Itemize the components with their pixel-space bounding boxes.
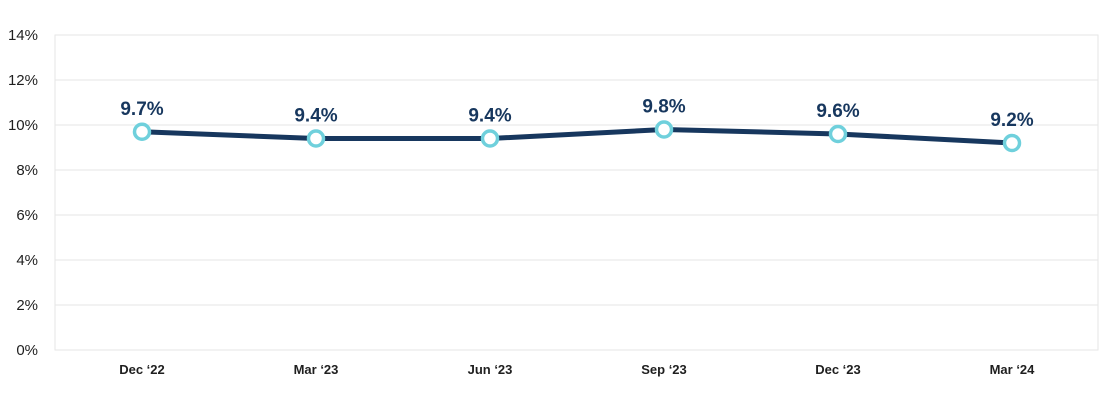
- x-tick-label: Mar ‘23: [294, 362, 339, 377]
- data-point-marker: [480, 129, 500, 148]
- x-tick-label: Dec ‘23: [815, 362, 861, 377]
- y-tick-label: 14%: [8, 27, 38, 44]
- y-axis-ticks: 0% 2% 4% 6% 8% 10% 12% 14%: [8, 27, 38, 359]
- x-tick-label: Dec ‘22: [119, 362, 165, 377]
- y-tick-label: 2%: [16, 297, 38, 314]
- grid-lines: [55, 34, 1098, 351]
- x-axis-ticks: Dec ‘22 Mar ‘23 Jun ‘23 Sep ‘23 Dec ‘23 Mar ‘…: [119, 362, 1035, 377]
- plot-area-frame: [54, 34, 1099, 351]
- y-tick-label: 10%: [8, 117, 38, 134]
- data-label: 9.4%: [468, 106, 511, 127]
- x-tick-label: Mar ‘24: [990, 362, 1036, 377]
- data-point-marker: [306, 129, 326, 148]
- data-label: 9.6%: [816, 101, 859, 122]
- data-label: 9.8%: [642, 97, 685, 118]
- data-label: 9.7%: [120, 99, 163, 120]
- data-point-marker: [654, 120, 674, 139]
- y-tick-label: 12%: [8, 72, 38, 89]
- y-tick-label: 6%: [16, 207, 38, 224]
- x-tick-label: Sep ‘23: [641, 362, 687, 377]
- x-tick-label: Jun ‘23: [468, 362, 513, 377]
- data-point-marker: [1002, 133, 1022, 153]
- series-line: [139, 127, 1015, 146]
- data-point-marker: [132, 122, 152, 141]
- y-tick-label: 0%: [16, 342, 38, 359]
- series-markers: [132, 120, 1022, 153]
- data-label: 9.2%: [990, 110, 1033, 131]
- y-tick-label: 8%: [16, 162, 38, 179]
- series-line-group: [139, 127, 1015, 146]
- data-label: 9.4%: [294, 106, 337, 127]
- data-point-marker: [828, 124, 848, 144]
- y-tick-label: 4%: [16, 252, 38, 269]
- data-labels: 9.7% 9.4% 9.4% 9.8% 9.6% 9.2%: [120, 97, 1033, 132]
